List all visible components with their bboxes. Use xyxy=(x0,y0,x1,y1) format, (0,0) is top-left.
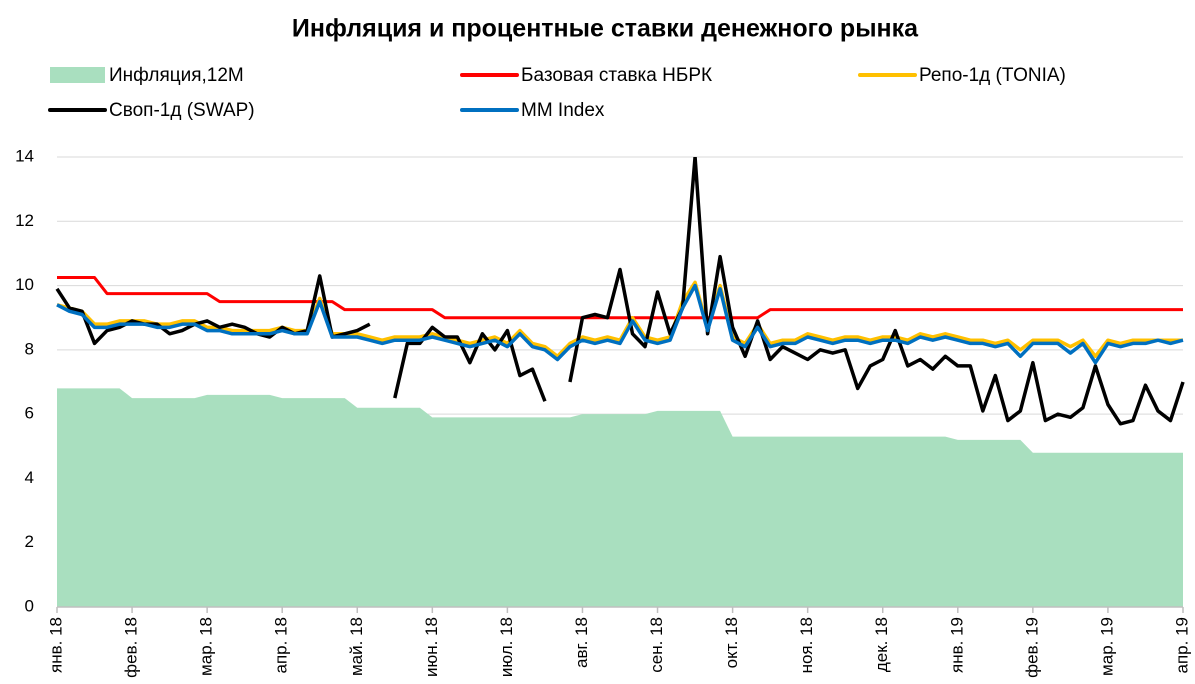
x-tick-label: июн. 18 xyxy=(422,617,441,677)
legend-label: Инфляция,12M xyxy=(109,65,244,86)
x-tick-label: ноя. 18 xyxy=(797,617,816,673)
chart-title: Инфляция и процентные ставки денежного р… xyxy=(292,15,919,43)
x-tick-label: янв. 18 xyxy=(46,617,65,673)
x-tick-label: апр. 19 xyxy=(1172,617,1191,673)
legend-label: Базовая ставка НБРК xyxy=(521,65,712,86)
y-tick-label: 8 xyxy=(25,339,34,358)
y-tick-label: 0 xyxy=(25,596,34,615)
series-line xyxy=(55,157,1185,426)
x-tick-label: фев. 19 xyxy=(1022,617,1041,678)
inflation-area xyxy=(57,388,1183,607)
series-line xyxy=(57,276,1183,320)
x-tick-label: авг. 18 xyxy=(572,617,591,668)
series-line xyxy=(56,283,1184,365)
x-tick-label: дек. 18 xyxy=(872,617,891,672)
x-tick-label: мар. 18 xyxy=(197,617,216,676)
x-tick-label: мар. 19 xyxy=(1097,617,1116,676)
y-tick-label: 10 xyxy=(15,275,34,294)
y-tick-label: 2 xyxy=(25,532,34,551)
legend-label: MM Index xyxy=(521,100,605,121)
series-line xyxy=(56,280,1183,359)
x-tick-label: сен. 18 xyxy=(647,617,666,673)
y-tick-label: 12 xyxy=(15,211,34,230)
x-tick-label: янв. 19 xyxy=(947,617,966,673)
x-tick-label: фев. 18 xyxy=(122,617,141,678)
y-tick-label: 6 xyxy=(25,404,34,423)
legend-swatch xyxy=(50,67,105,83)
x-tick-label: окт. 18 xyxy=(722,617,741,668)
legend-label: Своп-1д (SWAP) xyxy=(109,100,255,121)
plot-area xyxy=(55,157,1185,607)
y-tick-label: 14 xyxy=(15,146,34,165)
x-tick-label: май. 18 xyxy=(347,617,366,676)
x-tick-label: июл. 18 xyxy=(497,617,516,677)
x-tick-label: апр. 18 xyxy=(272,617,291,673)
y-tick-label: 4 xyxy=(25,468,34,487)
legend-label: Репо-1д (TONIA) xyxy=(919,65,1066,86)
